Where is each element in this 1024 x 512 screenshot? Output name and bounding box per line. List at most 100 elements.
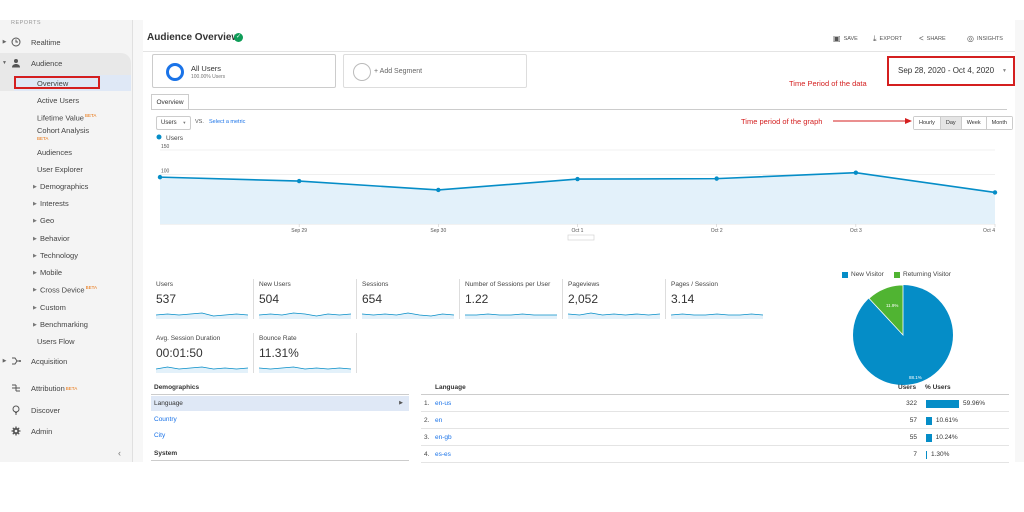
save-button[interactable]: ▣ SAVE [833,34,858,43]
sidebar-item-realtime[interactable]: ▶ Realtime [0,34,133,50]
scorecard-label: Users [156,281,173,288]
sparkline-line [671,313,763,316]
sidebar-item-custom[interactable]: Custom [40,303,66,312]
granularity-month[interactable]: Month [985,117,1012,129]
date-range-picker[interactable]: Sep 28, 2020 - Oct 4, 2020 ▼ [887,56,1015,86]
sidebar-item-acquisition[interactable]: ▶ Acquisition [0,353,133,369]
data-point[interactable] [436,187,441,193]
scorecard[interactable]: Number of Sessions per User 1.22 [465,281,561,327]
caret-right-icon: ▶ [2,358,7,364]
pie-slice-returning[interactable] [868,284,904,337]
sidebar-item-cross-device[interactable]: Cross DeviceBETA [40,285,98,295]
data-point[interactable] [992,190,998,195]
chart-resize-handle[interactable] [567,234,595,241]
save-icon: ▣ [833,34,841,43]
metric-select[interactable]: Users ▼ [156,116,191,130]
overview-highlight-box [14,76,100,89]
series-legend-dot [156,134,162,140]
scorecard[interactable]: Pageviews 2,052 [568,281,664,327]
granularity-hourly[interactable]: Hourly [914,117,940,129]
sidebar-item-interests[interactable]: Interests [40,199,69,208]
scorecard-sparkline [568,312,660,319]
add-segment-button[interactable]: + Add Segment [343,54,527,88]
sidebar-item-audiences[interactable]: Audiences [37,148,73,157]
select-metric-link[interactable]: Select a metric [209,119,246,125]
share-button[interactable]: < SHARE [919,34,946,43]
scorecard[interactable]: New Users 504 [259,281,355,327]
date-annotation: Time Period of the data [789,79,867,88]
report-header: Audience Overview ✓ ▣ SAVE ⤓ EXPORT < SHARE… [143,20,1015,52]
pct-value: 10.61% [935,417,958,424]
insights-button[interactable]: ◎ INSIGHTS [967,34,1003,43]
table-row[interactable]: 2. en 57 10.61% [421,413,1009,429]
sparkline-line [465,313,557,316]
sidebar-item-users-flow[interactable]: Users Flow [37,337,75,346]
vs-label: VS. [195,119,204,125]
sidebar-item-geo[interactable]: Geo [40,216,55,225]
beta-badge: BETA [85,285,98,290]
language-link[interactable]: es-es [435,451,451,458]
demographics-country[interactable]: Country [154,416,177,423]
sidebar-item-demographics[interactable]: Demographics [40,182,89,191]
visitor-pie-chart: 11.9% 88.1% [853,284,953,385]
sidebar-item-user-explorer[interactable]: User Explorer [37,165,83,174]
scorecard[interactable]: Bounce Rate 11.31% [259,335,355,381]
chevron-left-icon[interactable]: ‹ [118,448,121,458]
granularity-week[interactable]: Week [960,117,986,129]
scorecard-label: Number of Sessions per User [465,281,551,288]
sparkline-area [259,367,351,373]
x-tick-label: Sep 29 [291,228,307,234]
language-link[interactable]: en [435,417,443,424]
tab-overview[interactable]: Overview [151,94,189,109]
scorecard-value: 537 [156,292,177,306]
sidebar-item-discover[interactable]: Discover [0,402,133,418]
granularity-day[interactable]: Day [939,117,961,129]
scorecard[interactable]: Avg. Session Duration 00:01:50 [156,335,252,381]
sidebar-item-attribution[interactable]: Attribution BETA [0,380,133,396]
sparkline-area [362,313,454,319]
sidebar-item-behavior[interactable]: Behavior [40,234,70,243]
scorecard-sparkline [362,312,454,319]
beta-badge: BETA [65,385,78,391]
sidebar-item-mobile[interactable]: Mobile [40,268,63,277]
table-row[interactable]: 3. en-gb 55 10.24% [421,430,1009,446]
sidebar-item-active-users[interactable]: Active Users [37,96,80,105]
pie-label-returning: 11.9% [886,303,898,308]
scorecard[interactable]: Sessions 654 [362,281,458,327]
sidebar-item-benchmarking[interactable]: Benchmarking [40,320,88,329]
scorecard-value: 00:01:50 [156,346,203,360]
language-link[interactable]: en-gb [435,434,452,441]
data-point[interactable] [157,174,163,180]
sidebar-item-technology[interactable]: Technology [40,251,78,260]
users-value: 55 [909,434,917,441]
sidebar-item-cohort-analysis[interactable]: Cohort Analysis BETA [37,126,90,142]
demographics-city[interactable]: City [154,432,166,439]
verified-check-icon: ✓ [234,33,243,42]
scorecard[interactable]: Users 537 [156,281,252,327]
scorecard-sparkline [156,366,248,373]
sidebar-item-admin[interactable]: Admin [0,423,133,439]
language-link[interactable]: en-us [435,400,452,407]
scorecard[interactable]: Pages / Session 3.14 [671,281,767,327]
sidebar-item-overview[interactable]: Overview [37,79,69,88]
sidebar-item-audience[interactable]: ▼ Audience [0,55,133,71]
sparkline-line [362,312,454,317]
caret-right-icon: ▶ [33,270,37,276]
demographics-language[interactable]: Language ▶ [151,396,409,411]
scorecard-label: Pages / Session [671,281,718,288]
data-point[interactable] [714,176,719,181]
data-point[interactable] [296,178,302,184]
segment-all-users[interactable]: All Users 100.00% Users [152,54,336,88]
export-button[interactable]: ⤓ EXPORT [873,34,903,43]
empty-circle-icon [353,63,371,81]
caret-right-icon: ▶ [33,253,37,259]
sidebar-item-lifetime-value[interactable]: Lifetime ValueBETA [37,113,97,123]
sparkline-area [568,313,660,319]
gear-icon [9,424,23,438]
download-icon: ⤓ [873,34,877,43]
table-row[interactable]: 1. en-us 322 59.96% [421,396,1009,412]
data-point[interactable] [575,176,580,182]
scorecard-sparkline [259,312,351,319]
data-point[interactable] [853,170,859,175]
table-row[interactable]: 4. es-es 7 1.30% [421,447,1009,463]
